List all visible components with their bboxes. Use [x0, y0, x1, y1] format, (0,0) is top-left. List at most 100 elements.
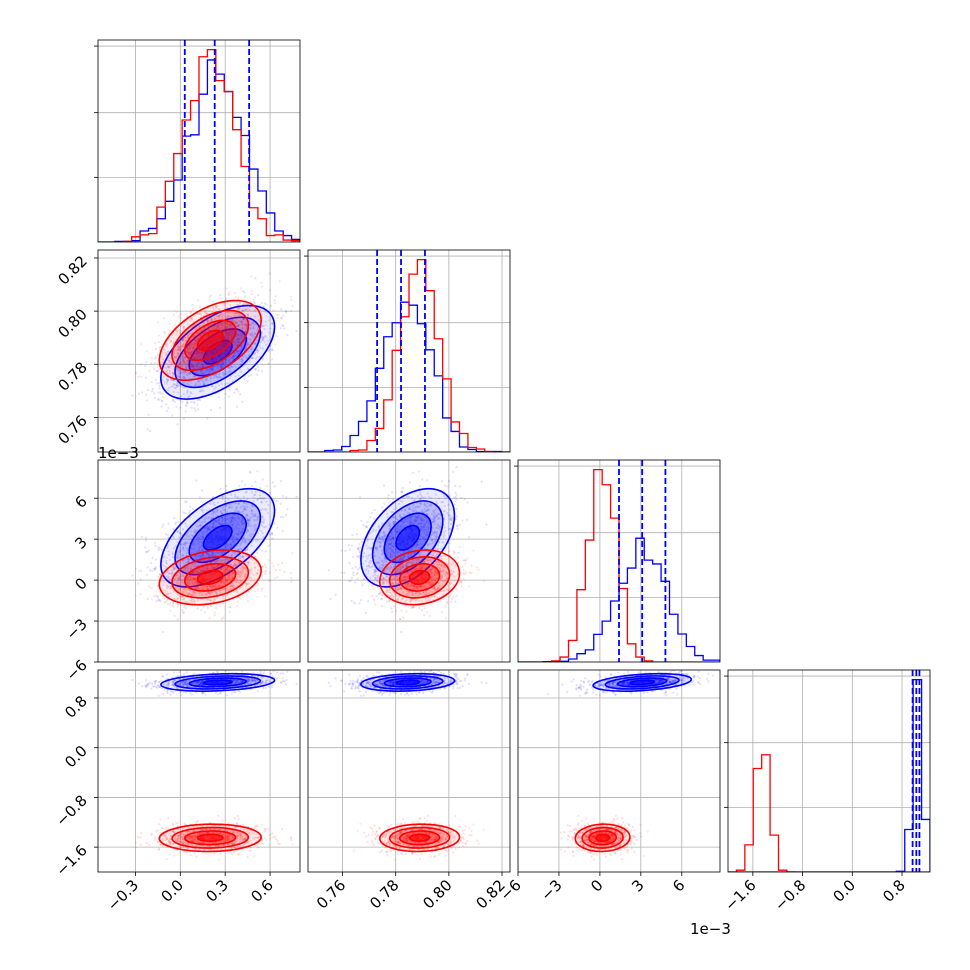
sample-point: [177, 383, 181, 386]
sample-point: [188, 349, 191, 352]
sample-point: [454, 500, 457, 503]
sample-point: [232, 516, 235, 520]
sample-point: [239, 547, 242, 550]
sample-point: [199, 351, 202, 354]
panel-2-1: [307, 459, 511, 663]
sample-point: [150, 586, 153, 590]
sample-point: [230, 506, 233, 509]
sample-point: [186, 315, 189, 318]
sample-point: [185, 392, 189, 395]
sample-point: [260, 285, 263, 288]
sample-point: [234, 365, 237, 368]
sample-point: [201, 378, 204, 381]
sample-point: [196, 337, 199, 340]
sample-point: [234, 388, 237, 391]
sample-point: [227, 333, 231, 336]
sample-point: [181, 365, 184, 368]
sample-point: [194, 339, 198, 343]
sample-point: [191, 597, 194, 600]
sample-point: [225, 545, 228, 548]
sample-point: [252, 321, 255, 324]
sample-point: [256, 348, 259, 351]
sample-point: [290, 309, 293, 313]
sample-point: [233, 313, 236, 316]
sample-point: [248, 343, 251, 346]
sample-point: [199, 330, 202, 333]
sample-point: [165, 584, 168, 587]
sample-point: [193, 356, 197, 359]
sample-point: [178, 362, 182, 365]
sample-point: [194, 581, 197, 584]
sample-point: [181, 338, 185, 342]
sample-point: [273, 485, 276, 488]
sample-point: [231, 536, 234, 540]
sample-point: [195, 539, 199, 542]
sample-point: [157, 398, 160, 402]
sample-point: [256, 498, 259, 501]
sample-point: [212, 366, 215, 369]
sample-point: [242, 317, 245, 320]
sample-point: [275, 499, 278, 503]
sample-point: [278, 568, 281, 571]
sample-point: [145, 361, 148, 364]
sample-point: [234, 311, 237, 315]
sample-point: [241, 530, 244, 533]
sample-point: [171, 552, 174, 556]
sample-point: [248, 520, 251, 523]
sample-point: [205, 552, 208, 555]
sample-point: [218, 521, 221, 525]
sample-point: [260, 330, 264, 334]
sample-point: [163, 354, 166, 357]
sample-point: [179, 312, 182, 315]
sample-point: [185, 382, 189, 385]
sample-point: [188, 535, 191, 538]
sample-point: [256, 329, 259, 332]
sample-point: [280, 515, 283, 519]
sample-point: [301, 498, 303, 500]
sample-point: [193, 353, 196, 356]
sample-point: [146, 597, 149, 600]
sample-point: [252, 513, 255, 516]
sample-point: [235, 324, 238, 327]
sample-point: [189, 364, 193, 367]
sample-point: [233, 311, 237, 314]
sample-point: [176, 346, 180, 349]
sample-point: [179, 371, 182, 374]
sample-point: [231, 329, 234, 332]
sample-point: [179, 603, 182, 606]
sample-point: [165, 343, 168, 346]
sample-point: [219, 365, 222, 369]
sample-point: [250, 289, 253, 292]
sample-point: [176, 385, 179, 388]
sample-point: [218, 314, 222, 317]
sample-point: [199, 535, 203, 538]
sample-point: [162, 523, 165, 526]
sample-point: [220, 365, 223, 368]
sample-point: [242, 522, 245, 525]
sample-point: [176, 618, 179, 621]
sample-point: [265, 343, 268, 346]
sample-point: [150, 362, 153, 365]
sample-point: [240, 360, 244, 363]
sample-point: [208, 371, 211, 374]
sample-point: [228, 323, 231, 326]
sample-point: [236, 343, 239, 346]
sample-point: [165, 362, 168, 365]
sample-point: [198, 540, 201, 543]
sample-point: [281, 516, 285, 519]
sample-point: [177, 314, 180, 318]
sample-point: [237, 337, 241, 341]
sample-point: [171, 384, 174, 388]
sample-point: [223, 304, 226, 307]
sample-point: [238, 484, 241, 487]
sample-point: [242, 318, 245, 321]
sample-point: [229, 304, 232, 307]
sample-point: [196, 337, 200, 340]
sample-point: [219, 559, 222, 562]
sample-point: [205, 551, 208, 555]
sample-point: [150, 598, 153, 601]
sample-point: [170, 360, 173, 363]
sample-point: [196, 379, 199, 382]
sample-point: [198, 325, 201, 328]
density-contour: [171, 309, 250, 372]
